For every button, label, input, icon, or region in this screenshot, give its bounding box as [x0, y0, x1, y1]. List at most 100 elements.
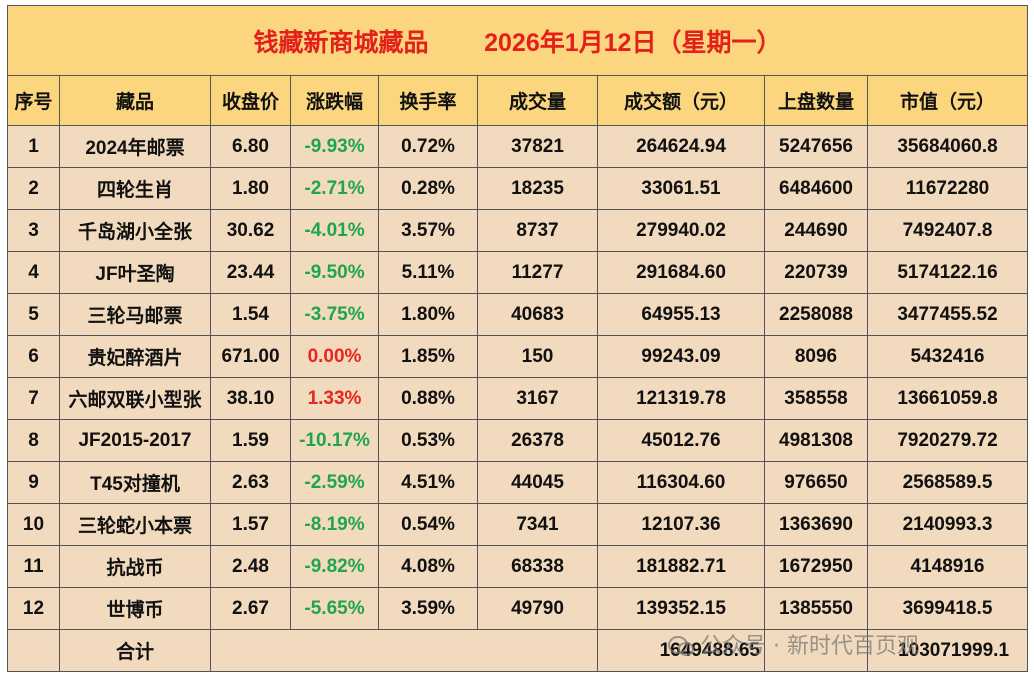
cell: 5.11%: [378, 251, 478, 294]
column-header: 序号: [7, 75, 60, 126]
cell: 7341: [477, 503, 598, 546]
cell: 四轮生肖: [59, 167, 211, 210]
cell: 3.57%: [378, 209, 478, 252]
data-row: 10 三轮蛇小本票 1.57 -8.19% 0.54% 7341 12107.36 13636…: [7, 503, 1029, 546]
cell: 三轮马邮票: [59, 293, 211, 336]
watermark-icon: [668, 636, 694, 656]
cell: 12107.36: [597, 503, 765, 546]
cell: 38.10: [210, 377, 291, 420]
cell: 181882.71: [597, 545, 765, 588]
cell: -9.93%: [290, 125, 379, 168]
cell: 23.44: [210, 251, 291, 294]
cell: 0.72%: [378, 125, 478, 168]
cell: 26378: [477, 419, 598, 462]
cell: 0.00%: [290, 335, 379, 378]
cell: 49790: [477, 587, 598, 630]
cell: 1.33%: [290, 377, 379, 420]
cell: 220739: [764, 251, 868, 294]
data-row: 9 T45对撞机 2.63 -2.59% 4.51% 44045 116304.60 9766…: [7, 461, 1029, 504]
cell: 33061.51: [597, 167, 765, 210]
cell: 5174122.16: [866, 251, 1029, 294]
cell: 7920279.72: [866, 419, 1029, 462]
cell: 贵妃醉酒片: [59, 335, 211, 378]
cell: 11672280: [866, 167, 1029, 210]
cell: 150: [477, 335, 598, 378]
cell: -5.65%: [290, 587, 379, 630]
cell: 2140993.3: [866, 503, 1029, 546]
cell: 3.59%: [378, 587, 478, 630]
header-row: 序号 藏品 收盘价 涨跌幅 换手率 成交量 成交额（元） 上盘数量 市值（元）: [7, 75, 1029, 126]
cell: 2.48: [210, 545, 291, 588]
cell: 4.51%: [378, 461, 478, 504]
cell: 244690: [764, 209, 868, 252]
cell: 1.54: [210, 293, 291, 336]
cell: 121319.78: [597, 377, 765, 420]
cell: 671.00: [210, 335, 291, 378]
cell: 0.88%: [378, 377, 478, 420]
cell: 1.80: [210, 167, 291, 210]
cell: 1.59: [210, 419, 291, 462]
data-row: 5 三轮马邮票 1.54 -3.75% 1.80% 40683 64955.13 225808…: [7, 293, 1029, 336]
cell: 8: [7, 419, 60, 462]
cell: 35684060.8: [866, 125, 1029, 168]
cell: 2258088: [764, 293, 868, 336]
cell: 358558: [764, 377, 868, 420]
price-table: 钱藏新商城藏品 2026年1月12日（星期一） 序号 藏品 收盘价 涨跌幅 换手率 成交量…: [6, 5, 1029, 672]
cell: 5: [7, 293, 60, 336]
cell: -10.17%: [290, 419, 379, 462]
title: 钱藏新商城藏品 2026年1月12日（星期一）: [6, 5, 1029, 76]
data-row: 3 千岛湖小全张 30.62 -4.01% 3.57% 8737 279940.02 2446…: [7, 209, 1029, 252]
cell: 291684.60: [597, 251, 765, 294]
cell: 8737: [477, 209, 598, 252]
cell: 1.80%: [378, 293, 478, 336]
column-header: 市值（元）: [866, 75, 1029, 126]
cell: 5432416: [866, 335, 1029, 378]
cell: 1.85%: [378, 335, 478, 378]
cell: 三轮蛇小本票: [59, 503, 211, 546]
cell: JF2015-2017: [59, 419, 211, 462]
cell: -9.50%: [290, 251, 379, 294]
total-label: 合计: [59, 629, 211, 672]
cell: 12: [7, 587, 60, 630]
column-header: 成交量: [477, 75, 598, 126]
cell: 3: [7, 209, 60, 252]
cell: 2: [7, 167, 60, 210]
cell: -2.71%: [290, 167, 379, 210]
cell: 18235: [477, 167, 598, 210]
cell: 4148916: [866, 545, 1029, 588]
column-header: 成交额（元）: [597, 75, 765, 126]
cell: 13661059.8: [866, 377, 1029, 420]
cell: -9.82%: [290, 545, 379, 588]
cell: T45对撞机: [59, 461, 211, 504]
title-row: 钱藏新商城藏品 2026年1月12日（星期一）: [6, 5, 1029, 76]
cell: -4.01%: [290, 209, 379, 252]
cell: 2.67: [210, 587, 291, 630]
cell: 1363690: [764, 503, 868, 546]
cell: 抗战币: [59, 545, 211, 588]
cell: 世博币: [59, 587, 211, 630]
empty-cell: [764, 629, 868, 672]
data-row: 2 四轮生肖 1.80 -2.71% 0.28% 18235 33061.51 6484600…: [7, 167, 1029, 210]
column-header: 上盘数量: [764, 75, 868, 126]
cell: 30.62: [210, 209, 291, 252]
total-row: 合计 1649488.65 103071999.1: [7, 629, 1029, 672]
column-header: 涨跌幅: [290, 75, 379, 126]
cell: 279940.02: [597, 209, 765, 252]
cell: 116304.60: [597, 461, 765, 504]
cell: 45012.76: [597, 419, 765, 462]
cell: 7492407.8: [866, 209, 1029, 252]
cell: 2.63: [210, 461, 291, 504]
cell: 4981308: [764, 419, 868, 462]
cell: 1672950: [764, 545, 868, 588]
cell: 6.80: [210, 125, 291, 168]
column-header: 换手率: [378, 75, 478, 126]
cell: 1: [7, 125, 60, 168]
cell: 4.08%: [378, 545, 478, 588]
cell: 64955.13: [597, 293, 765, 336]
cell: 44045: [477, 461, 598, 504]
cell: 5247656: [764, 125, 868, 168]
cell: 0.28%: [378, 167, 478, 210]
cell: 千岛湖小全张: [59, 209, 211, 252]
watermark: 公众号 · 新时代百页观: [668, 628, 919, 660]
cell: -8.19%: [290, 503, 379, 546]
